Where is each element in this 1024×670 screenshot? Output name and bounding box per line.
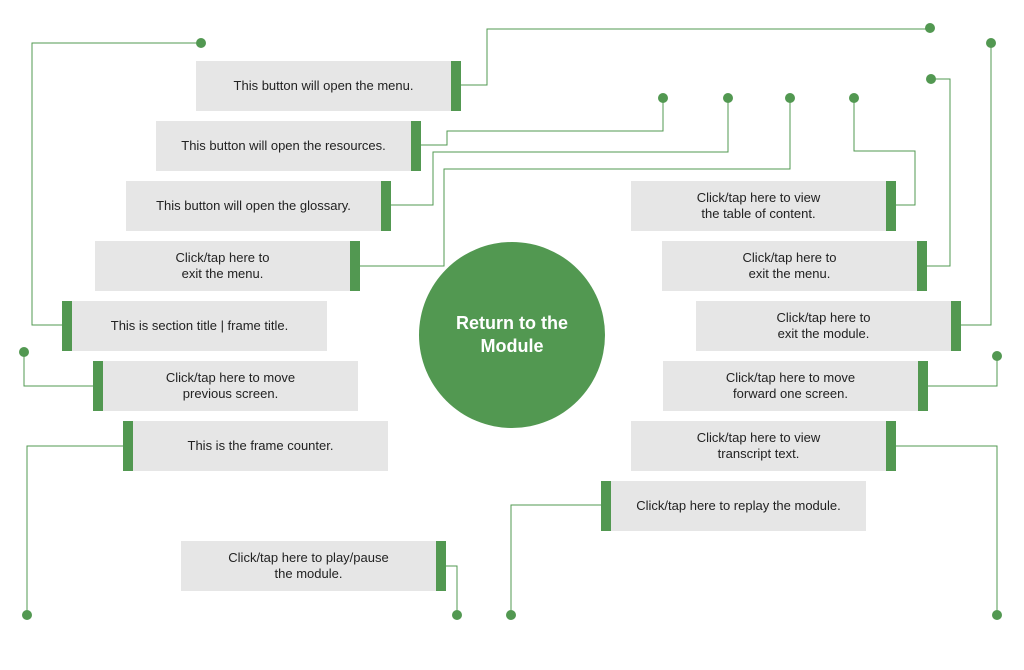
- connector-section-title: [31, 42, 201, 326]
- connector-play-pause: [446, 565, 458, 615]
- callout-glossary-text: This button will open the glossary.: [156, 198, 351, 213]
- connector-dot: [452, 610, 462, 620]
- callout-transcript-text: Click/tap here to view transcript text.: [696, 430, 821, 461]
- callout-toc: Click/tap here to view the table of cont…: [631, 181, 896, 231]
- connector-dot: [723, 93, 733, 103]
- callout-accent-bar: [886, 181, 896, 231]
- callout-resources-text: This button will open the resources.: [181, 138, 386, 153]
- connector-dot: [785, 93, 795, 103]
- callout-exit-menu-left-text: Click/tap here to exit the menu.: [175, 250, 270, 281]
- callout-replay-text: Click/tap here to replay the module.: [636, 498, 841, 513]
- return-to-module-button[interactable]: Return to the Module: [419, 242, 605, 428]
- callout-exit-menu-left: Click/tap here to exit the menu.: [95, 241, 360, 291]
- connector-counter: [26, 445, 123, 615]
- callout-accent-bar: [917, 241, 927, 291]
- callout-counter: This is the frame counter.: [123, 421, 388, 471]
- callout-play-pause: Click/tap here to play/pause the module.: [181, 541, 446, 591]
- callout-exit-menu-right-text: Click/tap here to exit the menu.: [742, 250, 837, 281]
- callout-accent-bar: [918, 361, 928, 411]
- connector-dot: [658, 93, 668, 103]
- callout-accent-bar: [451, 61, 461, 111]
- connector-dot: [925, 23, 935, 33]
- callout-glossary: This button will open the glossary.: [126, 181, 391, 231]
- connector-exit-module: [961, 43, 992, 326]
- connector-dot: [986, 38, 996, 48]
- callout-exit-module-text: Click/tap here to exit the module.: [776, 310, 871, 341]
- callout-exit-module: Click/tap here to exit the module.: [696, 301, 961, 351]
- callout-accent-bar: [62, 301, 72, 351]
- callout-exit-menu-right: Click/tap here to exit the menu.: [662, 241, 927, 291]
- callout-accent-bar: [411, 121, 421, 171]
- connector-dot: [992, 351, 1002, 361]
- callout-forward: Click/tap here to move forward one scree…: [663, 361, 928, 411]
- connector-dot: [19, 347, 29, 357]
- connector-dot: [926, 74, 936, 84]
- callout-section-title-text: This is section title | frame title.: [110, 318, 289, 333]
- callout-accent-bar: [123, 421, 133, 471]
- callout-accent-bar: [601, 481, 611, 531]
- callout-accent-bar: [951, 301, 961, 351]
- callout-accent-bar: [436, 541, 446, 591]
- return-to-module-label: Return to the Module: [456, 313, 568, 356]
- callout-accent-bar: [350, 241, 360, 291]
- connector-exit-menu-right: [927, 78, 951, 267]
- connector-dot: [849, 93, 859, 103]
- connector-dot: [22, 610, 32, 620]
- connector-transcript: [896, 445, 998, 615]
- connector-forward: [928, 356, 998, 387]
- callout-forward-text: Click/tap here to move forward one scree…: [725, 370, 856, 401]
- callout-play-pause-text: Click/tap here to play/pause the module.: [228, 550, 389, 581]
- connector-dot: [992, 610, 1002, 620]
- connector-dot: [196, 38, 206, 48]
- connector-menu: [461, 28, 930, 86]
- callout-previous-text: Click/tap here to move previous screen.: [165, 370, 296, 401]
- connector-replay: [510, 504, 601, 615]
- connector-dot: [506, 610, 516, 620]
- callout-accent-bar: [93, 361, 103, 411]
- connector-glossary: [390, 98, 729, 206]
- callout-counter-text: This is the frame counter.: [187, 438, 334, 453]
- callout-accent-bar: [381, 181, 391, 231]
- callout-replay: Click/tap here to replay the module.: [601, 481, 866, 531]
- connector-exit-menu-left: [359, 98, 791, 267]
- connector-resources: [421, 98, 664, 146]
- connector-previous: [23, 352, 93, 387]
- callout-toc-text: Click/tap here to view the table of cont…: [696, 190, 821, 221]
- callout-menu: This button will open the menu.: [196, 61, 461, 111]
- connector-toc: [853, 98, 916, 206]
- callout-accent-bar: [886, 421, 896, 471]
- callout-previous: Click/tap here to move previous screen.: [93, 361, 358, 411]
- callout-resources: This button will open the resources.: [156, 121, 421, 171]
- callout-section-title: This is section title | frame title.: [62, 301, 327, 351]
- callout-menu-text: This button will open the menu.: [233, 78, 414, 93]
- callout-transcript: Click/tap here to view transcript text.: [631, 421, 896, 471]
